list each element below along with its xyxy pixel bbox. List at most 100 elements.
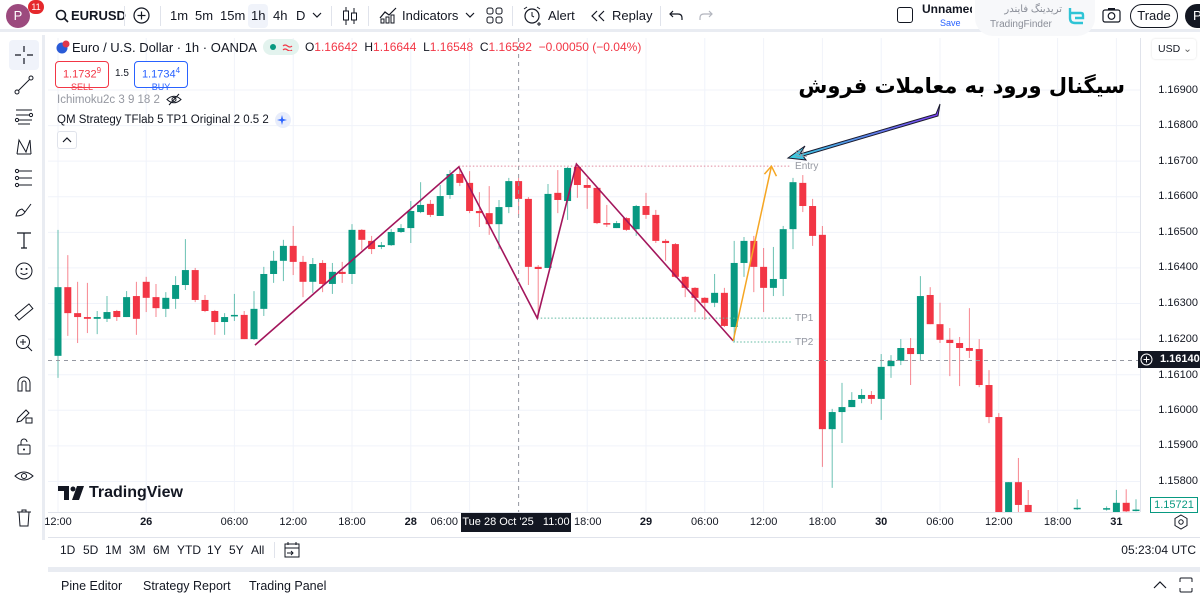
- interval-4h[interactable]: 4h: [273, 8, 288, 23]
- range-1d[interactable]: 1D: [60, 543, 76, 557]
- candles-chart-type-icon[interactable]: [342, 6, 358, 26]
- sparkle-icon[interactable]: [274, 112, 291, 128]
- sell-signal-annotation: سیگنال ورود به معاملات فروش: [798, 74, 1125, 98]
- trend-line-tool[interactable]: [11, 72, 37, 98]
- emoji-tool[interactable]: [11, 258, 37, 284]
- brush-tool[interactable]: [11, 196, 37, 222]
- candle-bearish: [240, 310, 248, 340]
- candle-bullish: [1132, 499, 1140, 512]
- interval-15m[interactable]: 15m: [220, 8, 246, 23]
- candle-bearish: [907, 338, 915, 386]
- candle-body: [671, 244, 679, 277]
- crosshair-tool[interactable]: [9, 40, 39, 70]
- compare-symbol-icon[interactable]: [133, 7, 150, 24]
- candle-bullish: [1112, 490, 1120, 512]
- interval-1d[interactable]: D: [296, 8, 306, 23]
- interval-1h[interactable]: 1h: [248, 4, 269, 28]
- candle-body: [93, 317, 101, 319]
- pattern-tool[interactable]: [11, 134, 37, 160]
- indicator-qm-strategy[interactable]: QM Strategy TFlab 5 TP1 Original 2 0.5 2: [57, 114, 269, 126]
- tab-trading-panel[interactable]: Trading Panel: [249, 579, 327, 593]
- tab-pine-editor[interactable]: Pine Editor: [61, 579, 123, 593]
- publish-button[interactable]: P: [1185, 4, 1200, 28]
- save-button[interactable]: Save: [940, 18, 961, 28]
- eye-slash-icon[interactable]: [166, 93, 182, 106]
- range-1y[interactable]: 1Y: [207, 543, 222, 557]
- range-6m[interactable]: 6M: [153, 543, 170, 557]
- symbol-title[interactable]: Euro / U.S. Dollar · 1h · OANDA: [72, 39, 257, 55]
- time-tick-label: 06:00: [220, 516, 249, 528]
- currency-select[interactable]: USD ⌄: [1152, 39, 1196, 59]
- candle-body: [583, 185, 591, 188]
- camera-icon[interactable]: [1102, 7, 1121, 23]
- text-tool[interactable]: [11, 227, 37, 253]
- forecast-tool[interactable]: [11, 165, 37, 191]
- candle-body: [642, 206, 650, 215]
- indicators-button[interactable]: Indicators: [402, 8, 459, 23]
- price-tick-label: 1.16900: [1158, 83, 1198, 96]
- candle-body: [407, 210, 415, 229]
- lock-drawings-tool[interactable]: [11, 402, 37, 428]
- go-to-date-calendar-icon[interactable]: [284, 541, 300, 559]
- utc-clock[interactable]: 05:23:04 UTC: [1121, 543, 1196, 557]
- market-status-badge[interactable]: [262, 39, 299, 55]
- time-tick-label: 31: [1110, 516, 1123, 528]
- tradingview-logo[interactable]: TradingView: [58, 484, 183, 502]
- eye-icon: [14, 471, 34, 481]
- maximize-icon[interactable]: [1179, 577, 1193, 593]
- candle-body: [456, 173, 464, 183]
- range-1m[interactable]: 1M: [105, 543, 122, 557]
- xabcd-pattern-icon: [16, 138, 32, 155]
- range-3m[interactable]: 3M: [129, 543, 146, 557]
- redo-icon[interactable]: [699, 9, 713, 21]
- candle-bearish: [799, 175, 807, 213]
- ohlc-values: O1.16642 H1.16644 L1.16548 C1.16592 −0.0…: [304, 40, 642, 54]
- indicator-ichimoku[interactable]: Ichimoku2c 3 9 18 2: [57, 93, 160, 106]
- chart-grid: [48, 38, 1140, 512]
- sell-button[interactable]: 1.17329 SELL: [55, 61, 109, 92]
- undo-icon[interactable]: [669, 9, 683, 21]
- candle-bearish: [289, 225, 297, 276]
- candle-bullish: [916, 276, 924, 361]
- range-5y[interactable]: 5Y: [229, 543, 244, 557]
- collapse-legend-button[interactable]: [57, 131, 77, 149]
- layout-name[interactable]: Unnamed: [922, 2, 972, 16]
- tab-strategy-report[interactable]: Strategy Report: [143, 579, 231, 593]
- range-5d[interactable]: 5D: [83, 543, 99, 557]
- buy-button[interactable]: 1.17344 BUY: [134, 61, 188, 92]
- chevron-up-icon[interactable]: [1152, 579, 1168, 591]
- user-avatar[interactable]: P: [6, 4, 30, 28]
- range-ytd[interactable]: YTD: [177, 543, 201, 557]
- candle-body: [828, 412, 836, 430]
- zoom-in-tool[interactable]: [11, 330, 37, 356]
- add-alert-plus-icon[interactable]: [1140, 353, 1153, 366]
- magnet-tool[interactable]: [11, 371, 37, 397]
- candle-bullish: [172, 276, 180, 309]
- time-axis[interactable]: [48, 512, 1140, 536]
- layout-checkbox[interactable]: [897, 7, 913, 23]
- crosshair-icon: [15, 46, 33, 64]
- interval-5m[interactable]: 5m: [195, 8, 214, 23]
- remove-drawings-tool[interactable]: [11, 505, 37, 531]
- layout-grid-icon[interactable]: [486, 7, 503, 24]
- replay-button[interactable]: Replay: [612, 8, 653, 23]
- trade-button[interactable]: Trade: [1130, 4, 1178, 28]
- chevron-down-icon[interactable]: [465, 12, 475, 19]
- candle-body: [622, 218, 630, 230]
- chevron-down-icon[interactable]: [312, 12, 322, 19]
- candle-body: [446, 173, 454, 195]
- lock-all-tool[interactable]: [11, 433, 37, 459]
- range-all[interactable]: All: [251, 543, 265, 557]
- interval-1m[interactable]: 1m: [170, 8, 189, 23]
- measure-tool[interactable]: [11, 299, 37, 325]
- alert-button[interactable]: Alert: [548, 8, 575, 23]
- price-axis[interactable]: [1140, 38, 1200, 512]
- candle-body: [975, 349, 983, 386]
- chart-settings-icon[interactable]: [1173, 514, 1189, 530]
- fib-tool[interactable]: [11, 103, 37, 129]
- chevron-up-icon: [62, 137, 72, 143]
- hide-drawings-tool[interactable]: [11, 464, 37, 490]
- candle-body: [289, 245, 297, 262]
- symbol-search-button[interactable]: EURUSD: [71, 8, 126, 23]
